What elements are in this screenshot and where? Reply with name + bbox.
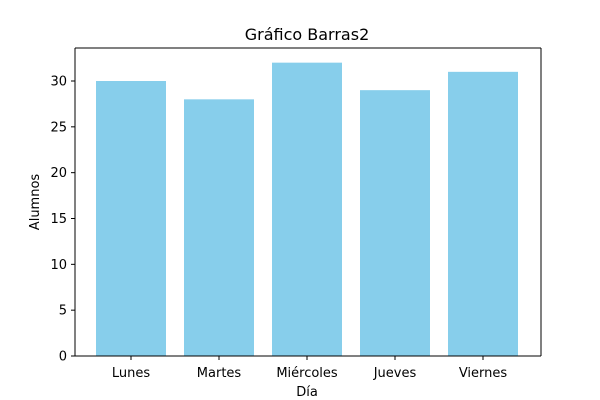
y-tick-label: 10: [50, 258, 67, 273]
y-tick-label: 5: [59, 304, 67, 319]
y-ticks-layer: 0 5 10 15 20 25 30: [50, 75, 75, 365]
bar-viernes: [448, 71, 518, 356]
x-tick-label-martes: Martes: [197, 366, 242, 381]
bar-jueves: [360, 90, 430, 357]
x-ticks-layer: Lunes Martes Miércoles Jueves Viernes: [112, 356, 508, 381]
y-tick-label: 20: [50, 166, 67, 181]
bar-miércoles: [272, 62, 342, 357]
y-tick-label: 25: [50, 120, 67, 135]
chart-title: Gráfico Barras2: [245, 25, 370, 44]
x-tick-label-lunes: Lunes: [112, 366, 150, 381]
x-tick-label-jueves: Jueves: [373, 366, 417, 381]
y-tick-label: 15: [50, 212, 67, 227]
bar-martes: [184, 99, 254, 356]
y-axis-title: Alumnos: [28, 174, 43, 231]
bars-layer: [96, 62, 518, 357]
y-tick-label: 0: [59, 350, 67, 365]
x-tick-label-miércoles: Miércoles: [276, 366, 338, 381]
axes-layer: [74, 47, 542, 357]
bar-lunes: [96, 81, 166, 356]
y-tick-label: 30: [50, 75, 67, 90]
x-tick-label-viernes: Viernes: [459, 366, 508, 381]
x-axis-title: Día: [296, 385, 318, 400]
